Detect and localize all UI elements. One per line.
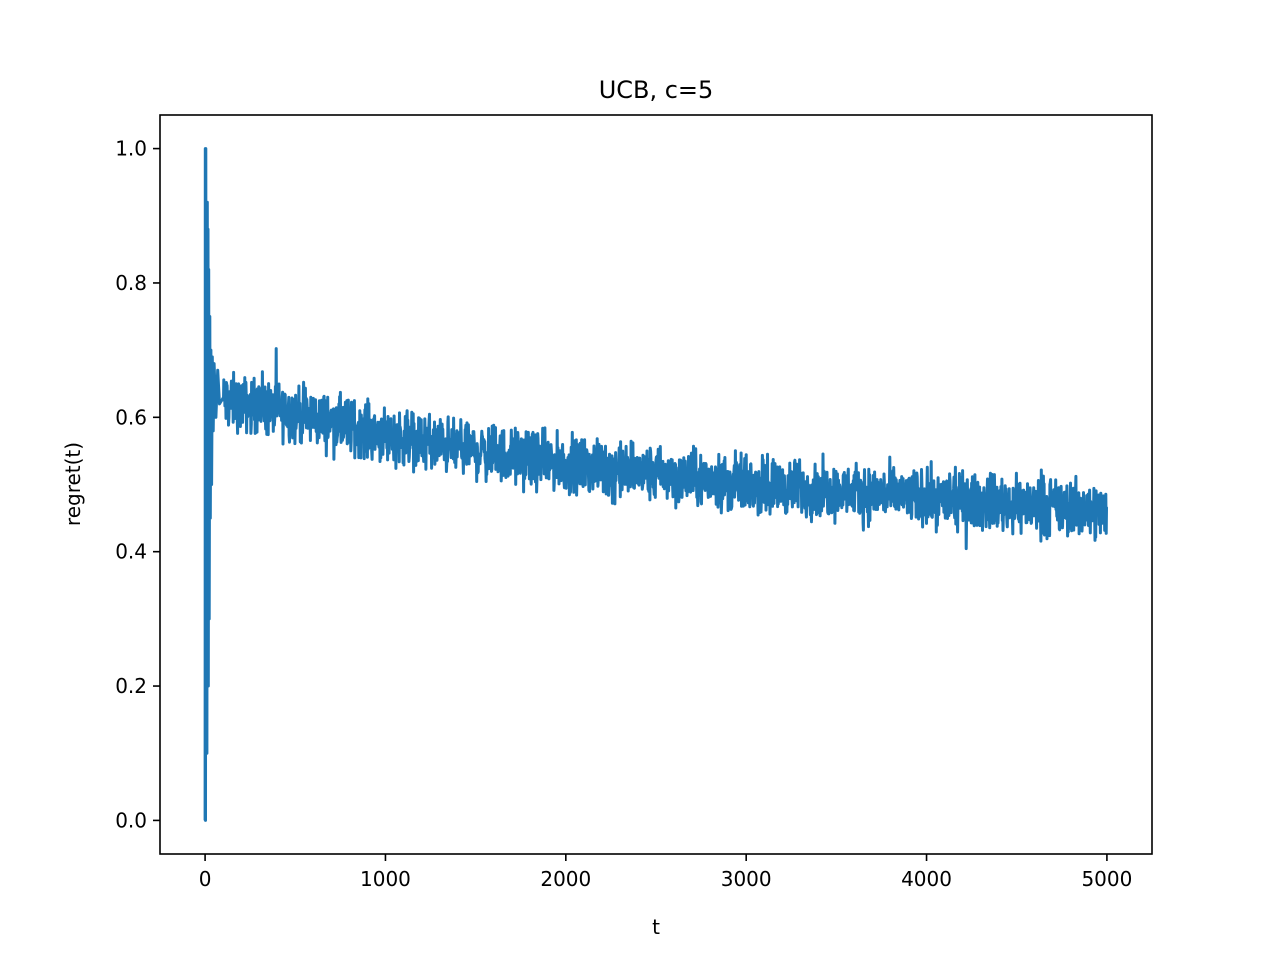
y-tick-label: 0.2 — [115, 674, 147, 698]
plot-area — [160, 115, 1152, 854]
chart-title: UCB, c=5 — [599, 76, 714, 104]
x-tick-label: 3000 — [721, 867, 772, 891]
x-axis-label: t — [652, 915, 660, 939]
x-tick-label: 1000 — [360, 867, 411, 891]
x-tick-label: 4000 — [901, 867, 952, 891]
x-tick-label: 2000 — [540, 867, 591, 891]
y-axis-label: regret(t) — [61, 442, 85, 526]
y-tick-label: 1.0 — [115, 137, 147, 161]
y-tick-label: 0.0 — [115, 808, 147, 832]
y-tick-label: 0.8 — [115, 271, 147, 295]
plot-frame — [159, 114, 1153, 855]
regret-series-line — [203, 147, 1109, 822]
x-tick-label: 0 — [199, 867, 212, 891]
x-tick-label: 5000 — [1081, 867, 1132, 891]
x-axis-ticks: 0 1000 2000 3000 4000 5000 — [199, 854, 1132, 891]
y-tick-label: 0.6 — [115, 405, 147, 429]
y-axis-ticks: 0.0 0.2 0.4 0.6 0.8 1.0 — [115, 137, 160, 832]
y-tick-label: 0.4 — [115, 540, 147, 564]
